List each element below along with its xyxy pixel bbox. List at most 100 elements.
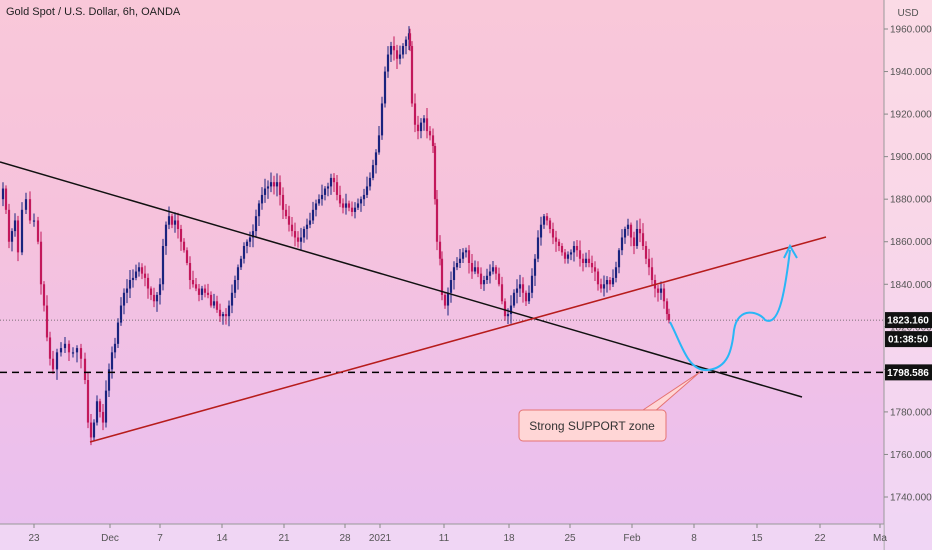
bearish-candle (83, 358, 87, 380)
bullish-candle (569, 252, 573, 255)
bullish-candle (401, 46, 405, 55)
bullish-candle (362, 194, 366, 200)
bullish-candle (55, 352, 59, 370)
x-tick-label: 14 (216, 533, 228, 544)
bullish-candle (617, 250, 621, 268)
x-tick-label: 25 (564, 533, 576, 544)
bearish-candle (596, 271, 600, 285)
bullish-candle (473, 267, 477, 272)
bullish-candle (605, 280, 609, 285)
bearish-candle (632, 237, 636, 246)
bearish-candle (272, 182, 276, 187)
bearish-candle (443, 294, 447, 306)
bullish-candle (71, 352, 75, 354)
x-tick-label: Dec (101, 533, 119, 544)
bullish-candle (356, 203, 360, 208)
bullish-candle (308, 220, 312, 225)
bullish-candle (239, 258, 243, 268)
bullish-candle (512, 292, 516, 306)
bullish-candle (95, 401, 99, 423)
x-tick-label: 28 (339, 533, 351, 544)
y-tick-label: 1960.000 (890, 25, 932, 36)
bullish-candle (269, 182, 273, 187)
price-axis[interactable]: USD 1960.000 1940.000 1920.000 1900.000 1880.… (883, 0, 932, 550)
bearish-candle (497, 273, 501, 285)
bearish-candle (425, 118, 429, 132)
bullish-candle (566, 254, 570, 259)
bullish-candle (539, 224, 543, 238)
bullish-candle (371, 165, 375, 178)
bearish-candle (215, 301, 219, 310)
bullish-candle (398, 54, 402, 59)
bearish-candle (89, 422, 93, 438)
ascending-trendline (89, 236, 827, 443)
bullish-candle (635, 228, 639, 246)
bearish-candle (587, 258, 591, 263)
y-tick-label: 1900.000 (890, 152, 932, 163)
bullish-candle (236, 267, 240, 281)
bullish-candle (104, 390, 108, 423)
bullish-candle (464, 250, 468, 253)
bearish-candle (101, 411, 105, 423)
bullish-candle (482, 280, 486, 285)
bullish-candle (167, 216, 171, 225)
bearish-candle (433, 146, 437, 200)
bullish-candle (326, 186, 330, 189)
bullish-candle (161, 245, 165, 285)
bearish-candle (293, 231, 297, 238)
projection-arrowhead (783, 243, 798, 259)
bullish-candle (323, 188, 327, 195)
y-tick-label: 1740.000 (890, 493, 932, 504)
descending-trendline (0, 161, 803, 398)
bullish-candle (275, 182, 279, 187)
x-tick-label: 8 (691, 533, 697, 544)
bearish-candle (176, 220, 180, 229)
bearish-candle (524, 292, 528, 302)
bullish-candle (164, 224, 168, 246)
bearish-candle (98, 401, 102, 412)
current-price-tag: 1823.160 (887, 316, 929, 327)
bullish-candle (515, 288, 519, 293)
y-tick-label: 1880.000 (890, 195, 932, 206)
bearish-candle (203, 288, 207, 293)
bearish-candle (281, 194, 285, 210)
price-tags: 1823.160 01:38:50 1798.586 (885, 312, 932, 381)
trend-overlays: Strong SUPPORT zone (0, 161, 884, 443)
bullish-candle (110, 352, 114, 370)
bullish-candle (458, 258, 462, 263)
bullish-candle (506, 314, 510, 317)
bearish-candle (350, 207, 354, 212)
bullish-candle (173, 220, 177, 225)
x-tick-label: 2021 (369, 533, 392, 544)
bullish-candle (125, 288, 129, 293)
bullish-candle (320, 194, 324, 200)
bearish-candle (560, 245, 564, 253)
chart-title: Gold Spot / U.S. Dollar, 6h, OANDA (6, 6, 181, 18)
bearish-candle (185, 250, 189, 263)
bearish-candle (209, 294, 213, 306)
x-tick-label: 7 (157, 533, 163, 544)
bearish-candle (338, 194, 342, 204)
bullish-candle (518, 284, 522, 289)
bullish-candle (485, 275, 489, 281)
bullish-candle (533, 258, 537, 276)
bearish-candle (197, 288, 201, 295)
bullish-candle (263, 188, 267, 195)
bearish-candle (500, 284, 504, 302)
bullish-candle (380, 103, 384, 136)
bearish-candle (470, 263, 474, 272)
bearish-candle (188, 263, 192, 281)
bearish-candle (392, 46, 396, 51)
bullish-candle (131, 277, 135, 281)
bullish-candle (134, 271, 138, 278)
bullish-candle (317, 199, 321, 204)
bullish-candle (389, 46, 393, 55)
bullish-candle (251, 231, 255, 238)
bearish-candle (575, 245, 579, 251)
bullish-candle (242, 245, 246, 259)
bullish-candle (128, 280, 132, 289)
bullish-candle (233, 280, 237, 293)
time-axis[interactable]: 23 Dec 7 14 21 28 2021 11 18 25 Feb 8 15 22 Ma (0, 523, 887, 550)
